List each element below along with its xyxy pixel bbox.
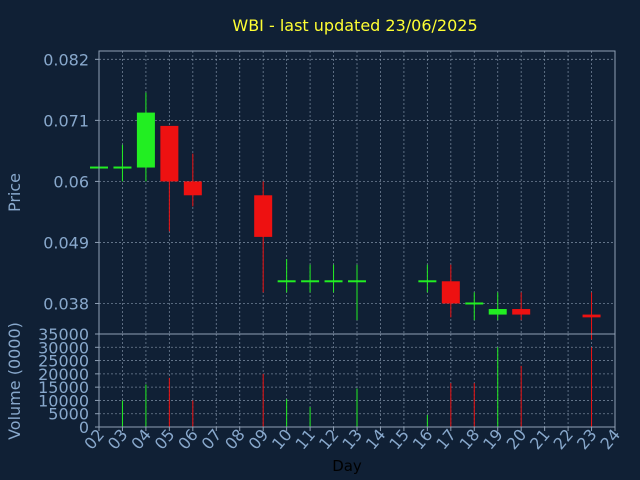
candle-body xyxy=(136,112,155,168)
price-axis-label: Price xyxy=(5,173,24,212)
price-y-tick-label: 0.038 xyxy=(43,294,89,313)
candle xyxy=(441,264,460,318)
price-y-tick-label: 0.049 xyxy=(43,233,89,252)
candle xyxy=(183,153,202,207)
candle-body xyxy=(441,281,460,304)
candle xyxy=(488,292,507,321)
candle xyxy=(160,125,179,232)
volume-axis-label: Volume (0000) xyxy=(5,322,24,440)
candle xyxy=(113,144,132,182)
candle-body xyxy=(183,181,202,196)
price-y-tick-labels: 0.038 0.049 0.06 0.071 0.082 xyxy=(43,50,99,313)
candle xyxy=(324,264,343,293)
candle xyxy=(301,264,320,293)
volume-y-tick-label: 5000 xyxy=(48,405,89,424)
candle-body xyxy=(488,309,507,315)
price-candles xyxy=(90,92,601,340)
price-y-tick-label: 0.082 xyxy=(43,50,89,69)
price-y-tick-label: 0.06 xyxy=(53,172,89,191)
candle-body xyxy=(277,280,296,283)
candle-body xyxy=(254,195,273,237)
volume-y-tick-label: 15000 xyxy=(38,378,89,397)
candle xyxy=(254,181,273,293)
x-tick-labels: 0203040506070809101112131415161718192021… xyxy=(80,425,624,453)
candle-body xyxy=(582,314,601,318)
candle xyxy=(136,92,155,182)
volume-y-tick-label: 30000 xyxy=(38,338,89,357)
volume-y-tick-label: 20000 xyxy=(38,365,89,384)
price-y-tick-label: 0.071 xyxy=(43,111,89,130)
candle-body xyxy=(348,280,366,283)
candle xyxy=(512,292,531,321)
candle-body xyxy=(160,125,179,182)
chart-title: WBI - last updated 23/06/2025 xyxy=(232,16,477,35)
candle xyxy=(418,264,437,293)
candle-body xyxy=(113,166,132,169)
volume-bars xyxy=(121,347,593,427)
candle-body xyxy=(324,280,343,283)
candle-body xyxy=(465,302,484,305)
volume-y-tick-label: 0 xyxy=(79,418,89,437)
candle-body xyxy=(512,309,531,315)
candle xyxy=(348,264,366,321)
candle-body xyxy=(418,280,437,283)
candle-body xyxy=(301,280,320,283)
volume-y-tick-label: 35000 xyxy=(38,325,89,344)
volume-y-tick-label: 25000 xyxy=(38,352,89,371)
volume-y-tick-label: 10000 xyxy=(38,391,89,410)
candle xyxy=(277,259,296,293)
candle xyxy=(582,292,601,340)
x-axis-label: Day xyxy=(332,457,362,475)
candle xyxy=(465,292,484,321)
